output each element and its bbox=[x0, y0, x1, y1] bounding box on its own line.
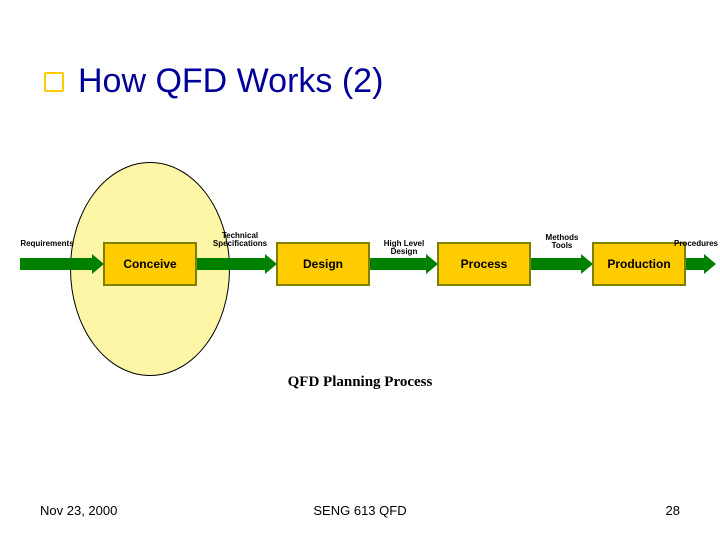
title-bullet-icon bbox=[44, 72, 64, 92]
flow-arrow-label: Procedures bbox=[672, 240, 720, 248]
slide-title: How QFD Works (2) bbox=[78, 62, 383, 101]
flow-arrow-label: High LevelDesign bbox=[376, 240, 432, 257]
stage-design: Design bbox=[276, 242, 370, 286]
flow-arrow bbox=[197, 258, 277, 270]
stage-production: Production bbox=[592, 242, 686, 286]
slide-title-row: How QFD Works (2) bbox=[44, 62, 383, 101]
flow-arrow bbox=[531, 258, 593, 270]
flow-arrow bbox=[686, 258, 716, 270]
flow-arrow-label: TechnicalSpecifications bbox=[210, 232, 270, 249]
flow-arrow bbox=[20, 258, 104, 270]
diagram-subtitle: QFD Planning Process bbox=[0, 374, 720, 391]
flow-arrow bbox=[370, 258, 438, 270]
stage-process: Process bbox=[437, 242, 531, 286]
qfd-flow: Conceive Design Process Production bbox=[0, 242, 720, 302]
footer-center: SENG 613 QFD bbox=[40, 503, 680, 518]
slide-footer: Nov 23, 2000 SENG 613 QFD 28 bbox=[40, 503, 680, 518]
flow-arrow-label: Requirements bbox=[14, 240, 80, 248]
stage-conceive: Conceive bbox=[103, 242, 197, 286]
flow-arrow-label: MethodsTools bbox=[538, 234, 586, 251]
